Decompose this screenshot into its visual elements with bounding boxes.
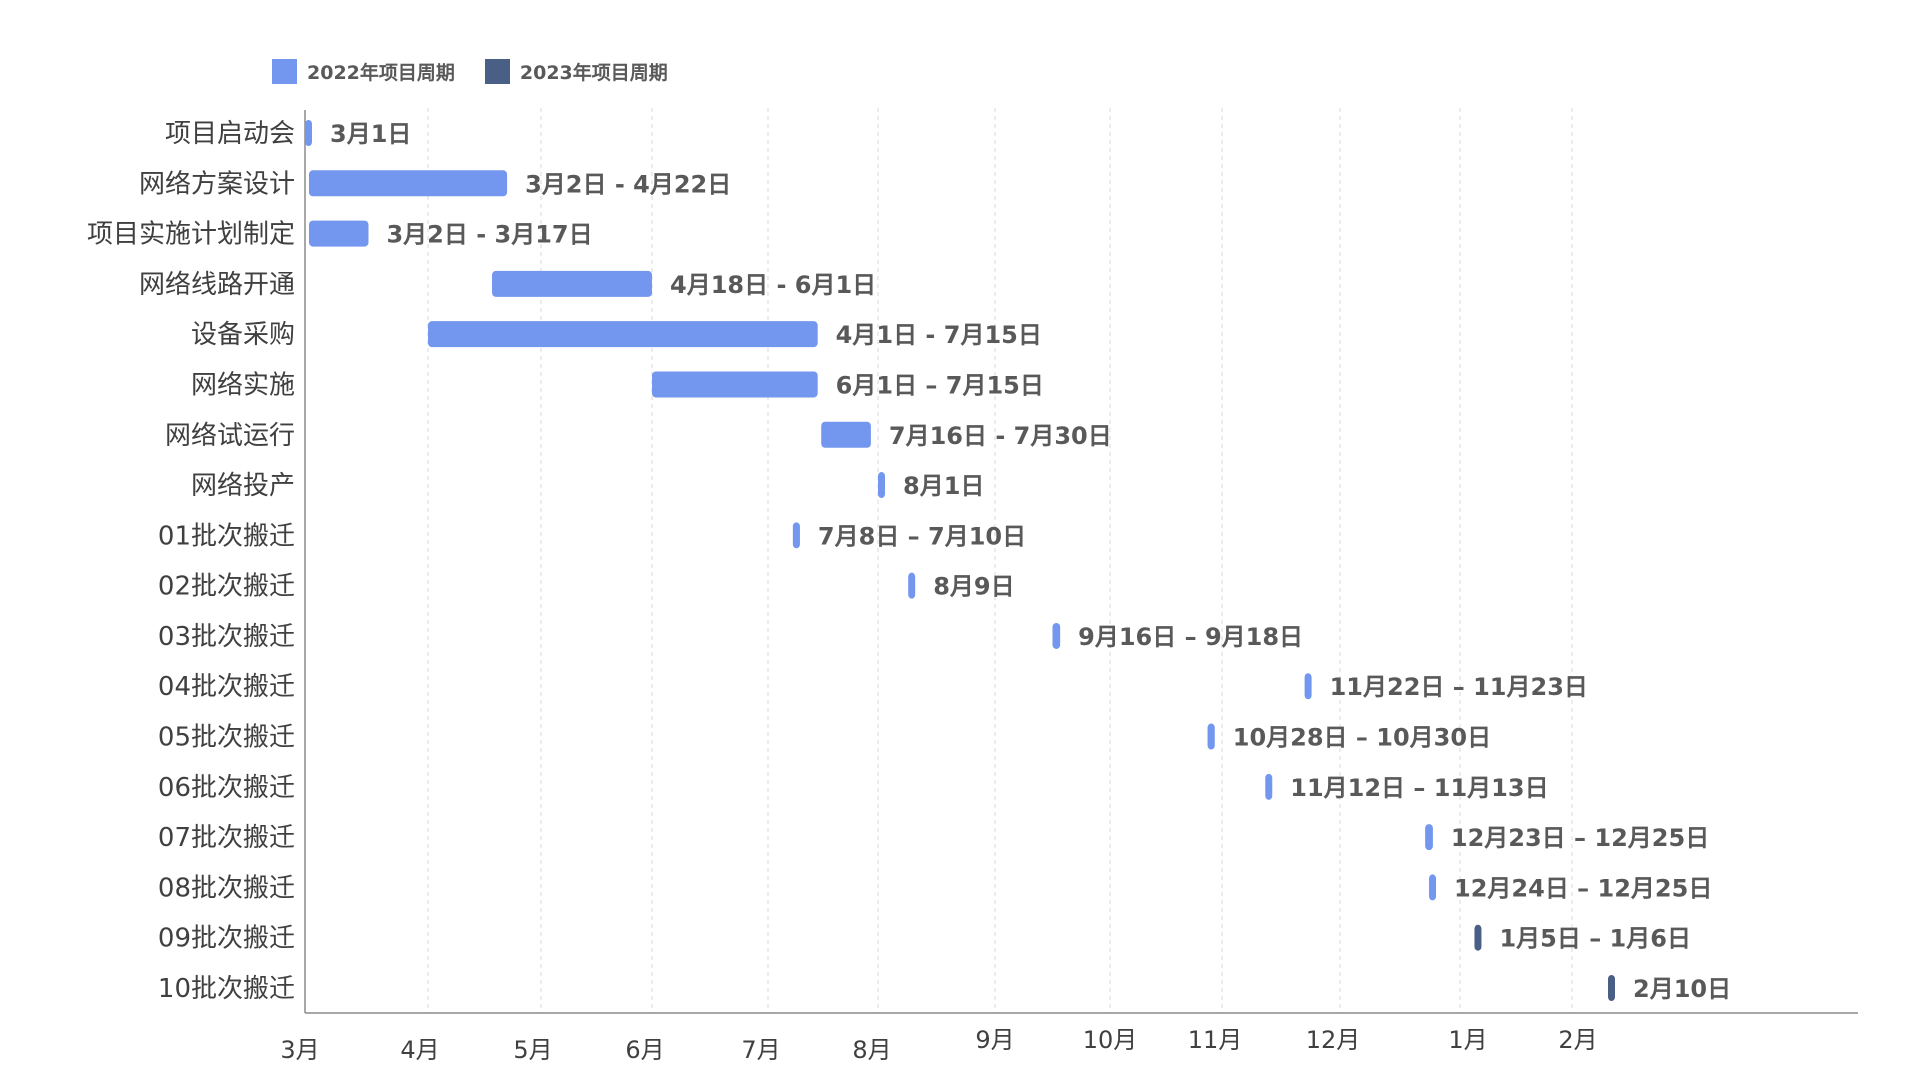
- x-tick-label: 5月: [513, 1036, 552, 1064]
- legend-label-2023: 2023年项目周期: [519, 62, 668, 84]
- row-label: 网络实施: [191, 370, 295, 400]
- bar-data-label: 10月28日 – 10月30日: [1233, 724, 1491, 752]
- gantt-bar: [308, 170, 508, 197]
- bar-data-label: 3月2日 - 4月22日: [525, 170, 731, 198]
- x-tick-label: 12月: [1306, 1026, 1361, 1054]
- legend-item-2023: 2023年项目周期: [484, 58, 668, 85]
- gantt-bar: [821, 421, 871, 448]
- gantt-bar: [1608, 975, 1615, 1001]
- gantt-bar: [1474, 924, 1482, 951]
- legend: 2022年项目周期 2023年项目周期: [272, 58, 668, 85]
- row-label: 05批次搬迁: [158, 723, 295, 753]
- bar-data-label: 8月9日: [933, 573, 1014, 601]
- gantt-bar: [652, 371, 818, 398]
- legend-label-2022: 2022年项目周期: [307, 62, 455, 84]
- x-tick-label: 1月: [1448, 1026, 1487, 1054]
- row-label: 网络方案设计: [139, 169, 295, 199]
- bar-data-label: 8月1日: [903, 472, 984, 500]
- gantt-bar: [305, 120, 312, 146]
- gantt-bar: [1425, 824, 1433, 851]
- gantt-bar: [428, 321, 818, 348]
- bar-data-label: 12月23日 – 12月25日: [1451, 824, 1709, 852]
- x-tick-label: 11月: [1188, 1026, 1243, 1054]
- x-tick-label: 10月: [1083, 1026, 1138, 1054]
- row-label: 网络投产: [191, 471, 295, 501]
- row-label: 网络试运行: [165, 421, 295, 451]
- gantt-bar: [1429, 874, 1437, 901]
- bar-data-label: 11月12日 – 11月13日: [1290, 774, 1548, 802]
- gantt-bar: [1304, 673, 1312, 700]
- legend-item-2022: 2022年项目周期: [272, 58, 455, 85]
- bar-data-label: 4月1日 - 7月15日: [836, 321, 1042, 349]
- bar-data-label: 11月22日 – 11月23日: [1330, 673, 1588, 701]
- gantt-bar: [492, 270, 652, 297]
- gantt-bar: [1207, 723, 1215, 750]
- bar-data-label: 4月18日 - 6月1日: [670, 271, 876, 299]
- bar-data-label: 2月10日: [1633, 975, 1731, 1003]
- row-label: 06批次搬迁: [158, 773, 295, 803]
- row-label: 03批次搬迁: [158, 622, 295, 652]
- gantt-bar: [908, 572, 916, 599]
- gantt-bar: [1052, 622, 1061, 649]
- bar-data-label: 3月1日: [330, 120, 411, 148]
- x-tick-label: 3月: [280, 1036, 319, 1064]
- gantt-bar: [1265, 773, 1273, 800]
- bar-data-label: 3月2日 - 3月17日: [386, 221, 592, 249]
- bar-data-label: 7月16日 - 7月30日: [889, 422, 1112, 450]
- x-tick-label: 9月: [975, 1026, 1014, 1054]
- row-label: 07批次搬迁: [158, 823, 295, 853]
- row-label: 项目启动会: [165, 119, 295, 149]
- bar-data-label: 1月5日 – 1月6日: [1499, 925, 1691, 953]
- bar-data-label: 6月1日 – 7月15日: [836, 371, 1044, 399]
- row-label: 网络线路开通: [139, 270, 295, 300]
- row-label: 04批次搬迁: [158, 672, 295, 702]
- x-tick-label: 8月: [852, 1036, 891, 1064]
- bar-data-label: 12月24日 – 12月25日: [1454, 874, 1712, 902]
- row-label: 设备采购: [191, 320, 295, 350]
- row-label: 10批次搬迁: [158, 974, 295, 1004]
- legend-swatch-2022: [272, 59, 297, 84]
- row-label: 09批次搬迁: [158, 924, 295, 954]
- row-label: 08批次搬迁: [158, 873, 295, 903]
- x-tick-label: 2月: [1558, 1026, 1597, 1054]
- gantt-bar: [878, 472, 885, 499]
- x-tick-label: 6月: [625, 1036, 664, 1064]
- gantt-bar: [792, 522, 800, 549]
- x-tick-label: 4月: [400, 1036, 439, 1064]
- bar-data-label: 9月16日 – 9月18日: [1078, 623, 1303, 651]
- legend-swatch-2023: [484, 59, 510, 84]
- bar-data-label: 7月8日 – 7月10日: [818, 522, 1026, 550]
- row-label: 项目实施计划制定: [87, 220, 295, 250]
- x-tick-label: 7月: [741, 1036, 780, 1064]
- gantt-bar: [308, 220, 369, 247]
- row-label: 01批次搬迁: [158, 521, 295, 551]
- row-label: 02批次搬迁: [158, 572, 295, 602]
